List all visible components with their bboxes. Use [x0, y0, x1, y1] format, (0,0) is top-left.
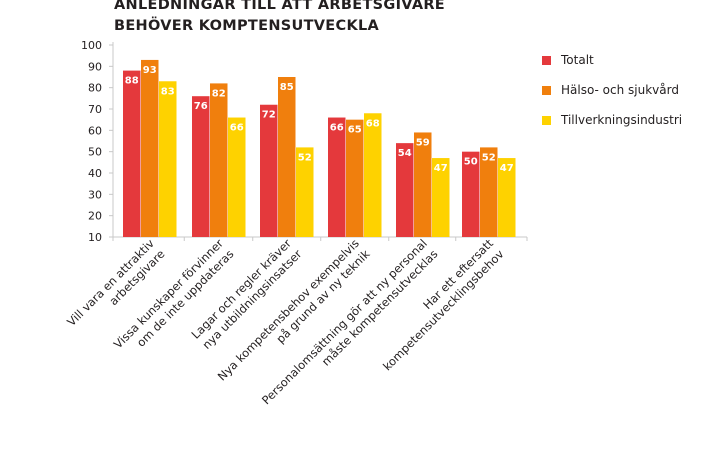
data-label-totalt-2: 76 [194, 101, 208, 112]
legend-item-halso-och-sjukvard: Hälso- och sjukvård [542, 80, 682, 100]
data-label-halso-och-sjukvard-1: 93 [143, 65, 157, 76]
y-tick-label: 80 [88, 82, 102, 95]
bar-totalt-3 [260, 104, 278, 237]
chart-title: ANLEDNINGAR TILL ATT ARBETSGIVARE BEHÖVE… [114, 0, 445, 37]
data-label-totalt-5: 54 [398, 148, 412, 159]
y-tick-label: 20 [88, 210, 102, 223]
bar-halso-och-sjukvard-5 [414, 132, 432, 237]
chart-title-line-2: BEHÖVER KOMPTENSUTVECKLA [114, 18, 380, 34]
y-tick-label: 10 [88, 231, 102, 244]
legend-item-tillverkningsindustri: Tillverkningsindustri [542, 110, 682, 130]
data-label-halso-och-sjukvard-3: 85 [280, 82, 294, 93]
chart-legend: Totalt Hälso- och sjukvård Tillverknings… [542, 50, 682, 140]
data-label-halso-och-sjukvard-6: 52 [482, 152, 496, 163]
y-tick-label: 50 [88, 146, 102, 159]
data-label-tillverkningsindustri-3: 52 [298, 152, 312, 163]
bar-totalt-4 [328, 117, 346, 237]
y-tick-label: 100 [81, 39, 102, 52]
data-label-halso-och-sjukvard-4: 65 [348, 125, 362, 136]
y-tick-label: 30 [88, 188, 102, 201]
legend-swatch-totalt [542, 55, 551, 65]
data-label-totalt-1: 88 [125, 76, 139, 87]
bar-totalt-1 [123, 70, 141, 237]
bar-tillverkningsindustri-1 [159, 81, 177, 238]
data-label-tillverkningsindustri-1: 83 [161, 86, 175, 97]
y-tick-label: 90 [88, 60, 102, 73]
bar-halso-och-sjukvard-4 [346, 119, 364, 237]
y-tick-label: 70 [88, 103, 102, 116]
bar-tillverkningsindustri-3 [296, 147, 314, 237]
data-label-totalt-6: 50 [464, 157, 478, 168]
legend-label-totalt: Totalt [561, 53, 594, 67]
data-label-tillverkningsindustri-5: 47 [434, 163, 448, 174]
bar-totalt-5 [396, 143, 414, 237]
data-label-totalt-4: 66 [330, 123, 344, 134]
legend-swatch-tillverkningsindustri [542, 115, 551, 125]
y-tick-label: 40 [88, 167, 102, 180]
bar-totalt-6 [462, 151, 480, 237]
bar-halso-och-sjukvard-2 [210, 83, 228, 238]
bar-tillverkningsindustri-6 [498, 158, 516, 237]
data-label-halso-och-sjukvard-2: 82 [212, 88, 226, 99]
data-label-tillverkningsindustri-2: 66 [230, 123, 244, 134]
chart-title-line-1: ANLEDNINGAR TILL ATT ARBETSGIVARE [114, 0, 446, 13]
data-label-tillverkningsindustri-6: 47 [500, 163, 514, 174]
bar-tillverkningsindustri-5 [432, 158, 450, 237]
y-tick-label: 60 [88, 124, 102, 137]
bar-tillverkningsindustri-2 [228, 117, 246, 237]
legend-label-halso-och-sjukvard: Hälso- och sjukvård [561, 83, 679, 97]
legend-label-tillverkningsindustri: Tillverkningsindustri [561, 113, 683, 127]
data-label-totalt-3: 72 [262, 110, 276, 121]
bar-halso-och-sjukvard-6 [480, 147, 498, 237]
legend-item-totalt: Totalt [542, 50, 682, 70]
data-label-tillverkningsindustri-4: 68 [366, 118, 380, 129]
legend-swatch-halso-och-sjukvard [542, 85, 551, 95]
data-label-halso-och-sjukvard-5: 59 [416, 137, 430, 148]
bar-halso-och-sjukvard-1 [141, 59, 159, 237]
bar-tillverkningsindustri-4 [364, 113, 382, 237]
bar-totalt-2 [192, 96, 210, 237]
bar-halso-och-sjukvard-3 [278, 77, 296, 237]
